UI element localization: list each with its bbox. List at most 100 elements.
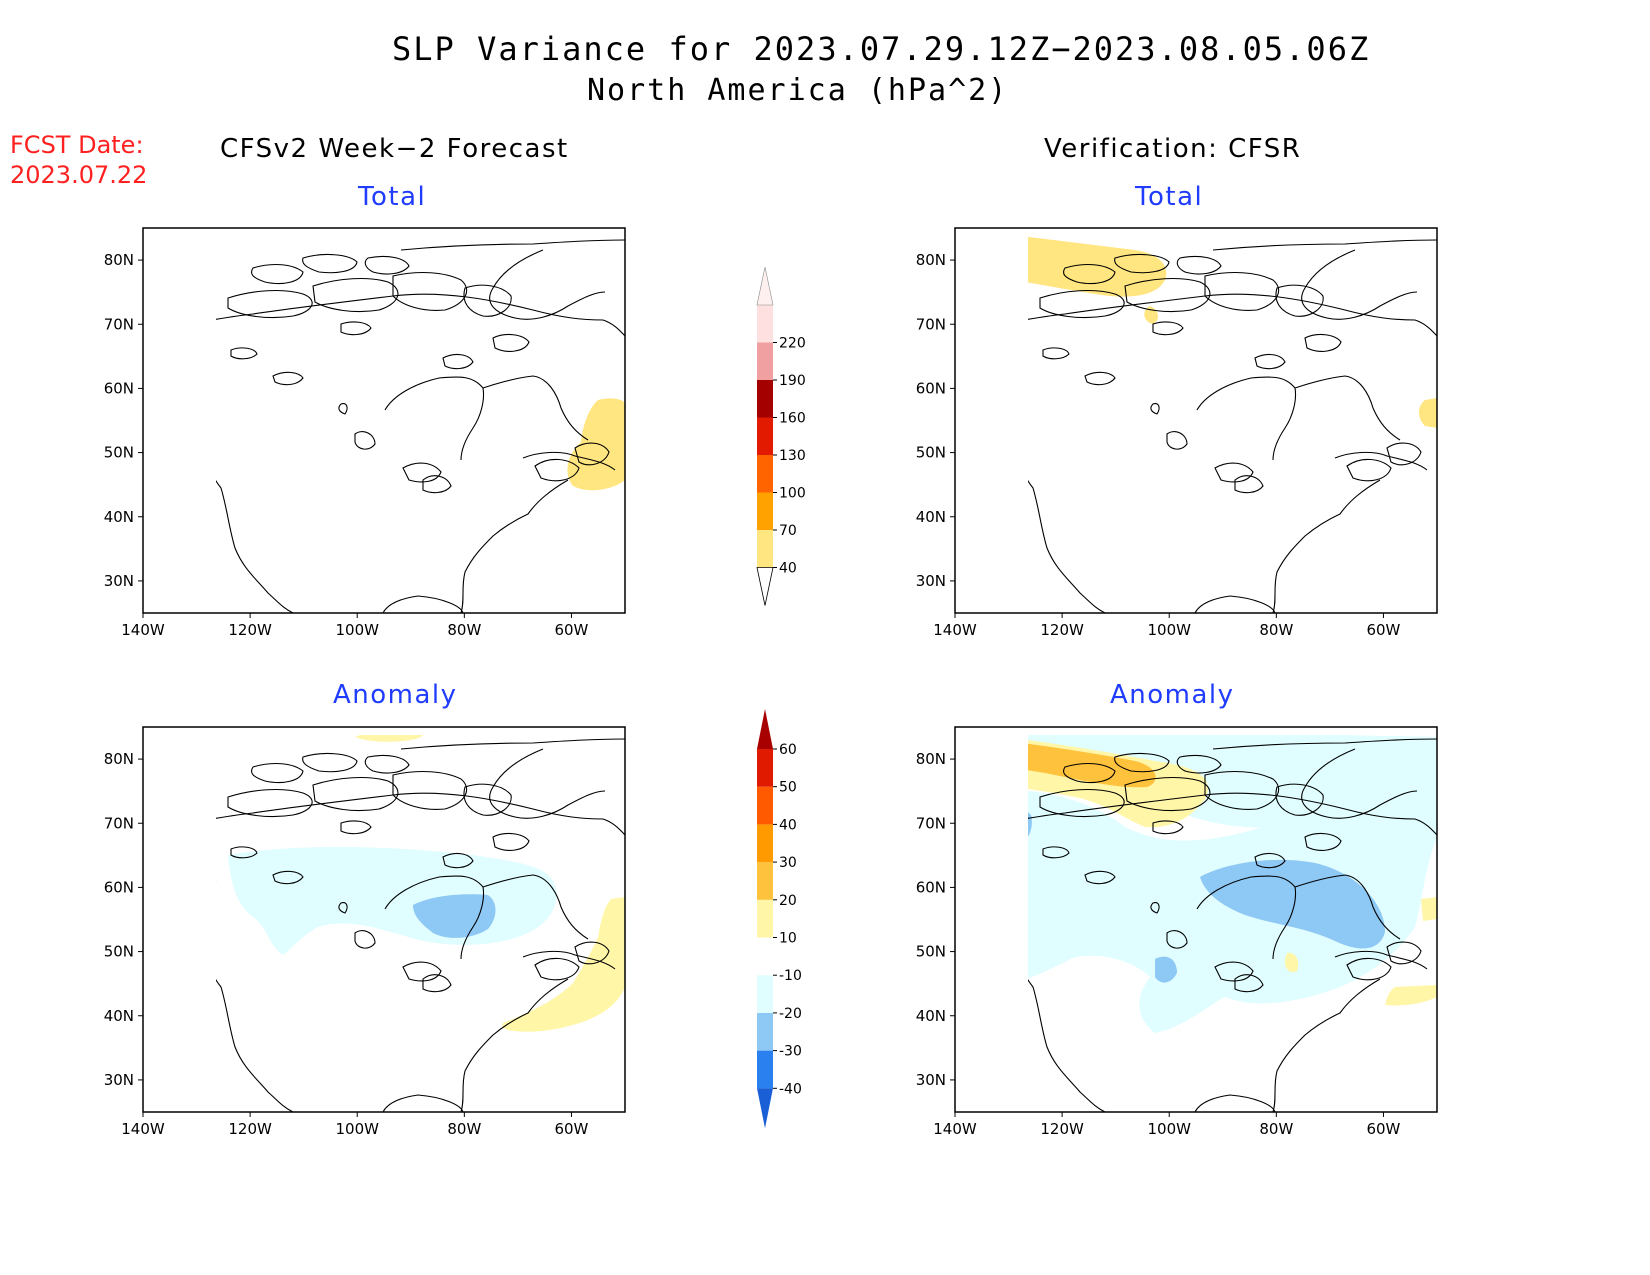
- lon-tick-label: 60W: [1366, 1120, 1400, 1138]
- colorbar-swatch: [757, 417, 773, 455]
- lat-tick-label: 60N: [916, 878, 946, 896]
- map-verification-total: 140W 120W 100W 80W 60W 80N 70N 60N 50N 40N 30N: [916, 227, 1438, 639]
- colorbar-top-triangle: [756, 266, 774, 306]
- island: [1386, 941, 1422, 965]
- shaded-region: [1028, 743, 1156, 788]
- panel-title-verification-total: Total: [1135, 182, 1204, 212]
- coastline: [1028, 479, 1106, 614]
- map-content: 140W 120W 100W 80W 60W 80N 70N 60N 50N 40N 30N: [916, 227, 1438, 639]
- lon-tick-label: 120W: [1040, 1120, 1084, 1138]
- coastline: [216, 293, 626, 337]
- island: [463, 284, 512, 317]
- lon-tick-label: 140W: [121, 621, 165, 639]
- lat-tick-label: 30N: [916, 1071, 946, 1089]
- island: [272, 371, 304, 386]
- island: [392, 272, 468, 311]
- lat-tick-label: 70N: [104, 315, 134, 333]
- map-verification-anomaly: 140W 120W 100W 80W 60W 80N 70N 60N 50N 40N 30N: [916, 726, 1438, 1138]
- island: [1234, 475, 1264, 494]
- coastline: [522, 950, 616, 970]
- coastline: [1196, 875, 1297, 960]
- lat-tick-label: 70N: [104, 814, 134, 832]
- coastline: [482, 375, 589, 441]
- colorbar-label: -40: [779, 1081, 802, 1097]
- coastline: [216, 479, 294, 614]
- island: [1254, 353, 1286, 370]
- colorbar-swatch: [757, 380, 773, 418]
- panel-title-verification-anomaly: Anomaly: [1110, 680, 1235, 710]
- island: [1214, 462, 1254, 483]
- island: [227, 290, 313, 319]
- shaded-regions: [1028, 735, 1437, 1033]
- lon-tick-label: 120W: [228, 621, 272, 639]
- coastline: [1334, 451, 1428, 471]
- island: [402, 462, 442, 483]
- island: [1176, 754, 1222, 774]
- coastline: [216, 792, 626, 836]
- lat-tick-label: 40N: [916, 1007, 946, 1025]
- lat-tick-label: 50N: [916, 943, 946, 961]
- coastline: [489, 748, 606, 819]
- island: [422, 475, 452, 494]
- panel-title-forecast-total: Total: [358, 182, 427, 212]
- shaded-region: [216, 878, 217, 883]
- island: [1042, 846, 1070, 859]
- lon-tick-label: 80W: [447, 621, 481, 639]
- colorbar-label: 10: [779, 931, 797, 947]
- lon-tick-label: 60W: [554, 1120, 588, 1138]
- lat-tick-label: 80N: [916, 251, 946, 269]
- lon-tick-label: 60W: [554, 621, 588, 639]
- island: [272, 870, 304, 885]
- island: [1084, 870, 1116, 885]
- island: [1084, 371, 1116, 386]
- island: [302, 752, 358, 773]
- island: [340, 321, 372, 336]
- island: [1204, 771, 1280, 810]
- colorbar-label: 220: [779, 336, 806, 352]
- colorbar-label: -20: [779, 1006, 802, 1022]
- colorbar-label: 190: [779, 373, 806, 389]
- coastline: [1212, 738, 1438, 750]
- island: [250, 762, 304, 784]
- island: [534, 458, 580, 482]
- coastline: [1294, 874, 1401, 940]
- column-title-forecast: CFSv2 Week−2 Forecast: [220, 134, 569, 164]
- lon-tick-label: 120W: [228, 1120, 272, 1138]
- lon-tick-label: 100W: [335, 621, 379, 639]
- lat-tick-label: 50N: [104, 444, 134, 462]
- lat-tick-label: 30N: [104, 1071, 134, 1089]
- coastline: [384, 376, 485, 461]
- map-content: 140W 120W 100W 80W 60W 80N 70N 60N 50N 40N 30N: [104, 227, 626, 639]
- island: [1275, 783, 1324, 816]
- island: [463, 783, 512, 816]
- coastline: [522, 451, 616, 471]
- island: [1275, 284, 1324, 317]
- island: [302, 253, 358, 274]
- colorbar-swatch: [757, 749, 773, 787]
- coastline: [1334, 950, 1428, 970]
- colorbar-label: -30: [779, 1044, 802, 1060]
- lon-tick-label: 100W: [1147, 1120, 1191, 1138]
- coastline: [1272, 479, 1381, 614]
- lon-tick-label: 80W: [1259, 621, 1293, 639]
- coastline: [460, 978, 569, 1113]
- island: [1386, 442, 1422, 466]
- shaded-region: [567, 398, 625, 491]
- lon-tick-label: 140W: [933, 621, 977, 639]
- island: [1062, 762, 1116, 784]
- fcst-date-label: FCST Date:: [10, 131, 144, 159]
- colorbar-swatch: [757, 492, 773, 530]
- shaded-regions: [216, 735, 625, 1032]
- shaded-region: [355, 735, 423, 742]
- shaded-region: [1421, 897, 1437, 921]
- coastline: [489, 249, 606, 320]
- colorbar-swatch: [757, 975, 773, 1013]
- colorbar-label: 50: [779, 780, 797, 796]
- lon-tick-label: 80W: [1259, 1120, 1293, 1138]
- island: [1152, 820, 1184, 835]
- coastline: [382, 595, 464, 614]
- colorbar-bottom-triangle: [756, 567, 774, 606]
- map-forecast-anomaly: 140W 120W 100W 80W 60W 80N 70N 60N 50N 40N 30N: [104, 726, 626, 1138]
- shaded-region: [413, 894, 496, 938]
- colorbar-swatch: [757, 937, 773, 976]
